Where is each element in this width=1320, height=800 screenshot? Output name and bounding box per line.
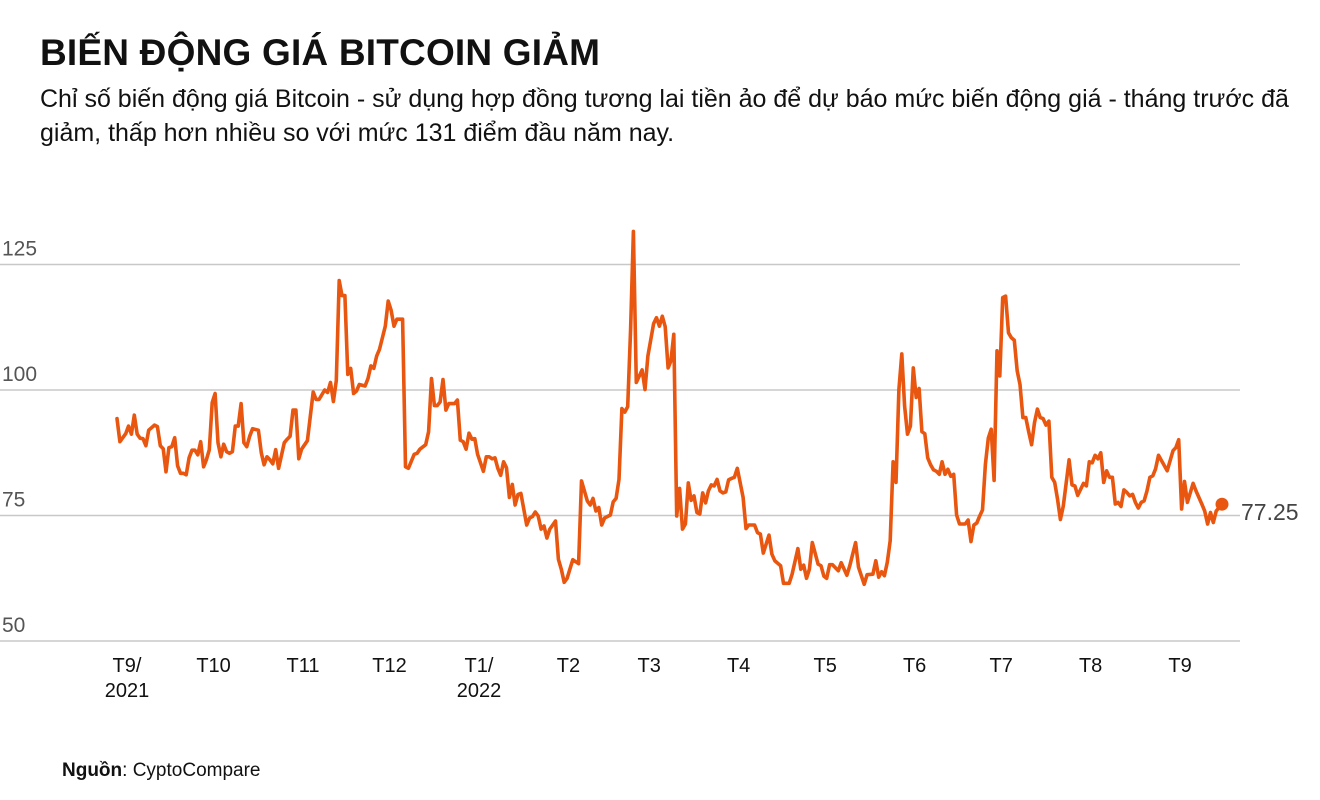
source-label: Nguồn <box>62 760 123 781</box>
x-tick-label: T3 <box>638 655 661 677</box>
series-layer: 77.25 <box>115 229 1299 587</box>
x-tick-label: T7 <box>990 655 1013 677</box>
x-tick-label: T1/ <box>465 655 494 677</box>
x-tick-label: 2022 <box>457 680 502 702</box>
y-tick-label-100: 100 <box>2 363 37 386</box>
source-note: Nguồn: CyptoCompare <box>62 760 261 782</box>
series-line <box>115 229 1224 587</box>
x-tick-label: T11 <box>286 655 319 677</box>
x-axis-ticks: T9/2021 T10 T11 T12 T1/2022 T2 T3 T4 T5 T6 T7 T8 T9 <box>105 655 1192 702</box>
x-tick-label: T4 <box>727 655 750 677</box>
y-axis-ticks: 50 75 100 125 <box>2 238 37 638</box>
y-tick-label-75: 75 <box>2 489 25 512</box>
gridlines <box>0 263 1240 642</box>
y-tick-label-50: 50 <box>2 614 25 637</box>
source-text: : CyptoCompare <box>122 760 261 781</box>
x-tick-label: 2021 <box>105 680 150 702</box>
y-tick-label-125: 125 <box>2 238 37 261</box>
x-tick-label: T8 <box>1079 655 1102 677</box>
chart-title: BIẾN ĐỘNG GIÁ BITCOIN GIẢM <box>40 32 601 73</box>
chart-subtitle: Chỉ số biến động giá Bitcoin - sử dụng h… <box>40 85 1289 147</box>
x-tick-label: T12 <box>372 655 406 677</box>
last-value-label: 77.25 <box>1241 499 1299 525</box>
x-tick-label: T2 <box>557 655 580 677</box>
x-tick-label: T6 <box>903 655 926 677</box>
x-tick-label: T9/ <box>113 655 142 677</box>
x-tick-label: T9 <box>1168 655 1191 677</box>
x-tick-label: T10 <box>196 655 230 677</box>
last-value-marker <box>1215 497 1229 511</box>
x-tick-label: T5 <box>814 655 837 677</box>
